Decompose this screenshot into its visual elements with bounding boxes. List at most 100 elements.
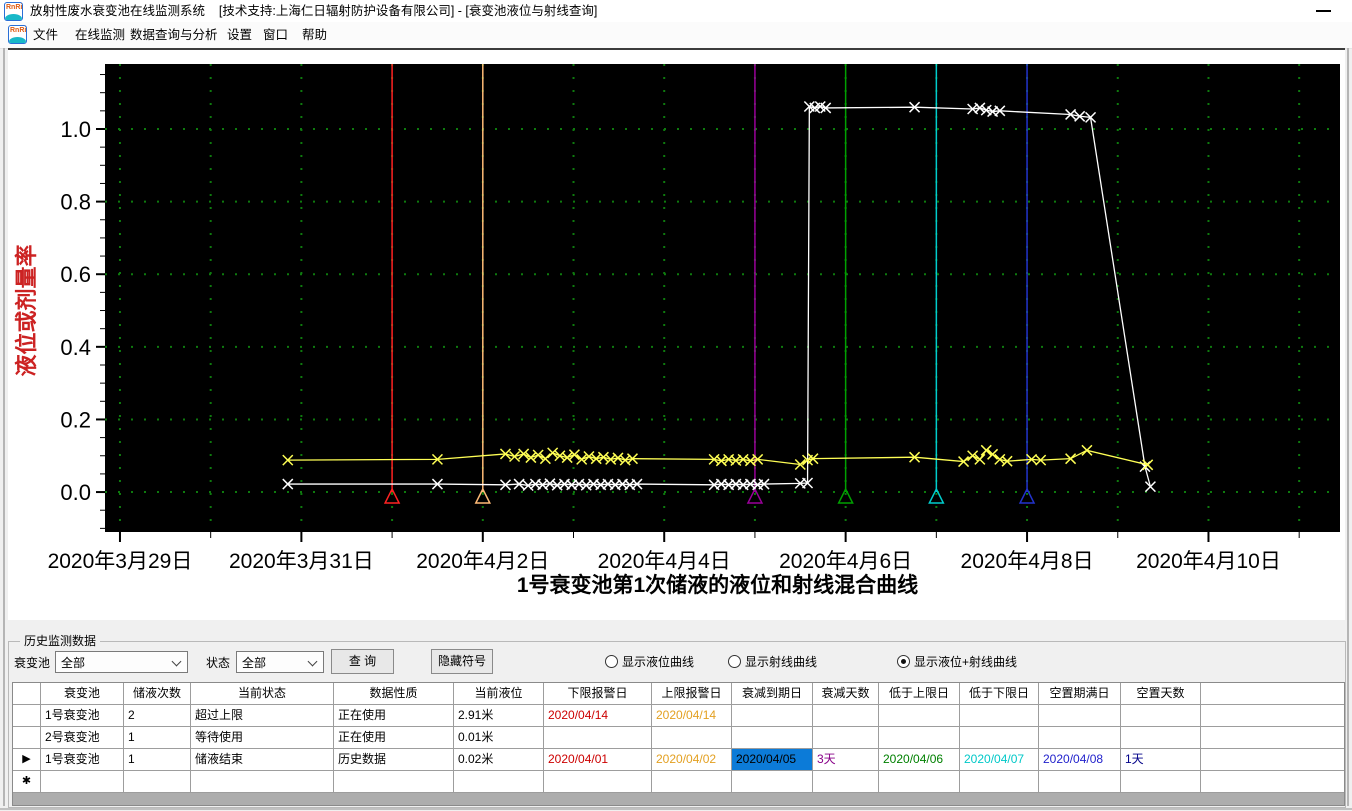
pool-filter-dropdown[interactable]: 全部	[55, 651, 188, 673]
table-cell[interactable]	[124, 771, 191, 793]
table-cell[interactable]: 超过上限	[191, 705, 334, 727]
table-cell[interactable]: 正在使用	[334, 705, 454, 727]
y-axis-title: 液位或剂量率	[14, 245, 39, 377]
table-cell[interactable]	[960, 705, 1039, 727]
table-cell[interactable]: 2020/04/14	[652, 705, 732, 727]
table-cell[interactable]	[879, 705, 960, 727]
table-cell[interactable]: 1	[124, 749, 191, 771]
column-header-13[interactable]: 空置天数	[1121, 683, 1201, 705]
table-cell[interactable]: 2020/04/07	[960, 749, 1039, 771]
table-cell[interactable]	[454, 771, 544, 793]
menu-item-5[interactable]: 帮助	[302, 28, 328, 42]
table-cell-selected[interactable]: 2020/04/05	[732, 749, 813, 771]
row-selector-current[interactable]: ▶	[13, 749, 41, 771]
menu-item-1[interactable]: 在线监测	[75, 28, 126, 42]
event-triangle-marker	[1018, 487, 1036, 504]
query-button[interactable]: 查 询	[331, 649, 394, 674]
menu-item-4[interactable]: 窗口	[263, 28, 289, 42]
table-cell[interactable]: 正在使用	[334, 727, 454, 749]
table-cell[interactable]	[1201, 727, 1344, 749]
x-marker	[974, 453, 986, 465]
table-cell[interactable]: 2020/04/06	[879, 749, 960, 771]
hide-symbols-button[interactable]: 隐藏符号	[431, 649, 493, 674]
radio-1[interactable]	[728, 655, 741, 668]
column-header-10[interactable]: 低于上限日	[879, 683, 960, 705]
column-header-0[interactable]	[13, 683, 41, 705]
table-cell[interactable]: 1号衰变池	[41, 749, 124, 771]
column-header-7[interactable]: 上限报警日	[652, 683, 732, 705]
radio-2-selected[interactable]	[897, 655, 910, 668]
table-cell[interactable]: 1号衰变池	[41, 705, 124, 727]
table-cell[interactable]: 2020/04/14	[544, 705, 652, 727]
table-cell[interactable]	[1039, 705, 1121, 727]
history-data-grid: 衰变池 储液次数 当前状态 数据性质 当前液位 下限报警日 上限报警日 衰减到期日 衰减天数 低于…	[12, 682, 1345, 806]
table-cell[interactable]: 1	[124, 727, 191, 749]
column-header-5[interactable]: 当前液位	[454, 683, 544, 705]
column-header-8[interactable]: 衰减到期日	[732, 683, 813, 705]
table-cell[interactable]	[652, 727, 732, 749]
row-selector-new[interactable]: ✱	[13, 771, 41, 793]
table-cell[interactable]	[191, 771, 334, 793]
table-cell[interactable]: 3天	[813, 749, 879, 771]
table-cell[interactable]: 储液结束	[191, 749, 334, 771]
radio-label-0: 显示液位曲线	[622, 655, 695, 669]
table-cell[interactable]	[1121, 705, 1201, 727]
table-cell[interactable]	[1121, 771, 1201, 793]
table-cell[interactable]	[732, 705, 813, 727]
menu-item-3[interactable]: 设置	[227, 28, 253, 42]
chart-panel: 0.0 0.2 0.4 0.6 0.8 1.0 2020年3月29日 2020年3月31日 20…	[8, 48, 1345, 620]
column-header-12[interactable]: 空置期满日	[1039, 683, 1121, 705]
table-cell[interactable]	[879, 771, 960, 793]
table-cell[interactable]	[1039, 727, 1121, 749]
column-header-9[interactable]: 衰减天数	[813, 683, 879, 705]
logo-swoosh-shape	[9, 37, 26, 43]
column-header-6[interactable]: 下限报警日	[544, 683, 652, 705]
table-cell[interactable]	[1201, 705, 1344, 727]
table-cell[interactable]: 2020/04/08	[1039, 749, 1121, 771]
x-marker	[499, 479, 512, 491]
table-cell[interactable]	[732, 727, 813, 749]
table-cell[interactable]	[1201, 749, 1344, 771]
table-cell[interactable]: 2.91米	[454, 705, 544, 727]
table-cell[interactable]	[334, 771, 454, 793]
row-selector[interactable]	[13, 705, 41, 727]
table-cell[interactable]	[732, 771, 813, 793]
status-filter-dropdown[interactable]: 全部	[236, 651, 324, 673]
table-cell[interactable]: 2	[124, 705, 191, 727]
column-header-1[interactable]: 衰变池	[41, 683, 124, 705]
column-header-4[interactable]: 数据性质	[334, 683, 454, 705]
table-cell[interactable]: 0.02米	[454, 749, 544, 771]
table-cell[interactable]: 0.01米	[454, 727, 544, 749]
column-header-14[interactable]	[1201, 683, 1344, 705]
grid-header-row: 衰变池 储液次数 当前状态 数据性质 当前液位 下限报警日 上限报警日 衰减到期日 衰减天数 低于…	[13, 683, 1344, 705]
table-cell[interactable]	[813, 705, 879, 727]
row-selector[interactable]	[13, 727, 41, 749]
table-cell[interactable]	[813, 771, 879, 793]
column-header-2[interactable]: 储液次数	[124, 683, 191, 705]
table-cell[interactable]	[41, 771, 124, 793]
table-cell[interactable]	[813, 727, 879, 749]
table-cell[interactable]: 1天	[1121, 749, 1201, 771]
table-cell[interactable]: 等待使用	[191, 727, 334, 749]
table-cell[interactable]	[960, 771, 1039, 793]
x-marker	[561, 452, 573, 464]
table-cell[interactable]	[1039, 771, 1121, 793]
menu-item-0[interactable]: 文件	[33, 28, 59, 42]
table-cell[interactable]: 历史数据	[334, 749, 454, 771]
table-cell[interactable]	[879, 727, 960, 749]
column-header-3[interactable]: 当前状态	[191, 683, 334, 705]
table-cell[interactable]: 2号衰变池	[41, 727, 124, 749]
radio-0[interactable]	[605, 655, 618, 668]
table-cell[interactable]	[1201, 771, 1344, 793]
column-header-11[interactable]: 低于下限日	[960, 683, 1039, 705]
menu-item-2[interactable]: 数据查询与分析	[130, 28, 218, 42]
table-cell[interactable]	[544, 727, 652, 749]
x-marker	[282, 454, 294, 466]
table-cell[interactable]: 2020/04/01	[544, 749, 652, 771]
table-cell[interactable]	[544, 771, 652, 793]
table-cell[interactable]	[652, 771, 732, 793]
table-cell[interactable]: 2020/04/02	[652, 749, 732, 771]
table-cell[interactable]	[1121, 727, 1201, 749]
table-cell[interactable]	[960, 727, 1039, 749]
minimize-icon[interactable]	[1316, 10, 1331, 12]
